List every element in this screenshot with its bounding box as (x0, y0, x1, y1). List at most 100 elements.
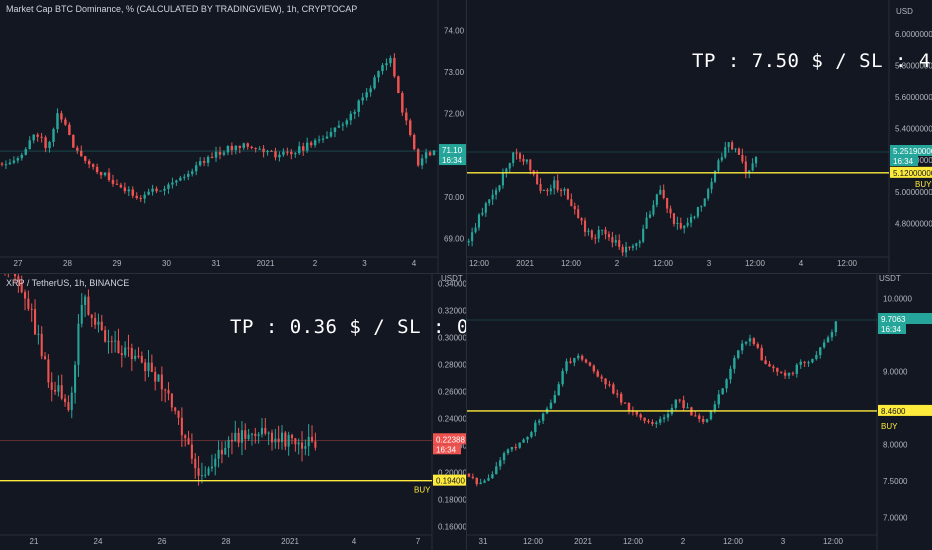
candle-body (147, 191, 150, 195)
candle-body (834, 321, 838, 333)
candle-body (720, 157, 723, 161)
candle-body (569, 361, 572, 363)
candle-body (317, 139, 321, 141)
chart-pane-xrp[interactable]: 0.34000 0.32000 0.30000 0.28000 0.26000 0.240… (0, 274, 466, 550)
candle-body (483, 480, 486, 483)
candle-body (570, 199, 573, 207)
candle-body (655, 194, 658, 205)
candle-body (412, 134, 416, 150)
candle-body (549, 402, 553, 409)
candle-body (12, 160, 16, 163)
candle-body (505, 168, 508, 173)
candle-body (693, 216, 696, 218)
candle-body (246, 143, 249, 147)
x-tick-label: 12:00 (823, 537, 844, 546)
candle-body (752, 338, 756, 345)
chart-svg: 10.0000 9.0000 8.0000 7.5000 7.0000 31 12:00 20… (467, 274, 932, 550)
candle-body (130, 348, 133, 360)
candle-body (127, 189, 131, 192)
candle-body (20, 154, 24, 159)
candle-body (97, 321, 100, 325)
candle-body (114, 340, 117, 342)
countdown-label: 16:34 (436, 445, 457, 454)
candle-body (635, 411, 638, 415)
candle-body (56, 113, 59, 130)
candle-body (0, 163, 4, 165)
last-price-label: 71.10 (442, 146, 463, 155)
candle-body (381, 65, 384, 72)
candle-body (257, 434, 260, 436)
candle-body (36, 134, 39, 137)
candle-body (561, 370, 564, 385)
candle-body (703, 198, 706, 207)
pane-separator-horizontal[interactable] (0, 273, 932, 274)
candle-body (530, 432, 533, 437)
candle-body (553, 180, 556, 189)
candle-body (481, 212, 484, 215)
candle-body (676, 222, 679, 224)
candle-body (309, 142, 313, 146)
candle-body (748, 338, 752, 342)
candle-body (210, 156, 214, 158)
countdown-label: 16:34 (881, 325, 902, 334)
candle-body (234, 432, 237, 442)
candle-body (506, 449, 510, 454)
candle-body (226, 145, 230, 153)
candle-body (536, 174, 539, 185)
candle-body (23, 292, 27, 299)
candle-body (751, 163, 754, 171)
chart-pane-top-right[interactable]: 6.00000000 5.80000000 5.60000000 5.40000000… (467, 0, 932, 273)
chart-pane-bottom-right[interactable]: 10.0000 9.0000 8.0000 7.5000 7.0000 31 12:00 20… (467, 274, 932, 550)
candle-body (254, 433, 257, 436)
candle-body (512, 152, 515, 164)
candle-body (648, 214, 652, 218)
candle-body (214, 151, 218, 158)
buy-price-tag (878, 404, 932, 416)
candle-body (167, 184, 170, 189)
x-tick-label: 28 (63, 259, 72, 268)
candle-body (190, 444, 193, 459)
candle-body (577, 209, 580, 219)
candle-body (607, 234, 611, 238)
candle-body (694, 415, 697, 417)
candle-body (672, 213, 676, 224)
candle-body (164, 389, 167, 391)
candle-body (709, 410, 713, 420)
chart-pane-btc-dominance[interactable]: 74.0073.0072.0071.0070.0069.002728293031… (0, 0, 466, 273)
candle-body (587, 230, 590, 232)
y-tick-label: 0.32000 (438, 306, 466, 315)
candle-body (731, 142, 734, 150)
candle-body (310, 436, 314, 442)
last-price-tag (439, 144, 466, 156)
countdown-label: 16:34 (893, 157, 914, 166)
candle-body (264, 427, 267, 434)
candle-body (111, 179, 115, 184)
candle-body (40, 333, 43, 357)
candle-body (267, 432, 270, 434)
candle-body (522, 158, 525, 162)
candle-body (679, 222, 682, 229)
candle-body (50, 382, 53, 390)
last-price-tag (878, 313, 932, 325)
candle-body (287, 434, 290, 447)
candle-body (604, 378, 607, 385)
candle-body (32, 134, 35, 141)
candle-body (17, 276, 20, 282)
candle-body (278, 154, 281, 158)
candle-body (686, 407, 689, 409)
candle-body (608, 384, 611, 386)
candle-body (325, 136, 329, 139)
candle-body (830, 332, 834, 338)
candle-body (290, 434, 294, 439)
candle-body (333, 127, 337, 133)
candle-body (270, 432, 274, 443)
candle-body (560, 190, 563, 192)
y-tick-label: 70.00 (444, 193, 465, 202)
candle-body (729, 368, 732, 380)
candle-body (143, 194, 146, 199)
candle-body (290, 151, 293, 155)
candle-body (159, 190, 162, 192)
pane-separator-vertical[interactable] (466, 0, 467, 550)
candle-body (175, 180, 178, 183)
candle-body (590, 230, 593, 238)
